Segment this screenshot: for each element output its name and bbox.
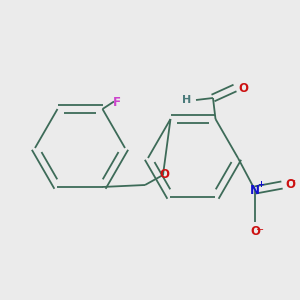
Text: F: F — [113, 97, 121, 110]
Text: +: + — [257, 180, 264, 189]
Text: N: N — [250, 184, 260, 196]
Text: H: H — [182, 95, 191, 105]
Text: O: O — [159, 169, 169, 182]
Text: O: O — [250, 225, 260, 238]
Text: −: − — [287, 176, 296, 186]
Text: −: − — [256, 225, 265, 236]
Text: O: O — [238, 82, 248, 94]
Text: O: O — [286, 178, 296, 191]
